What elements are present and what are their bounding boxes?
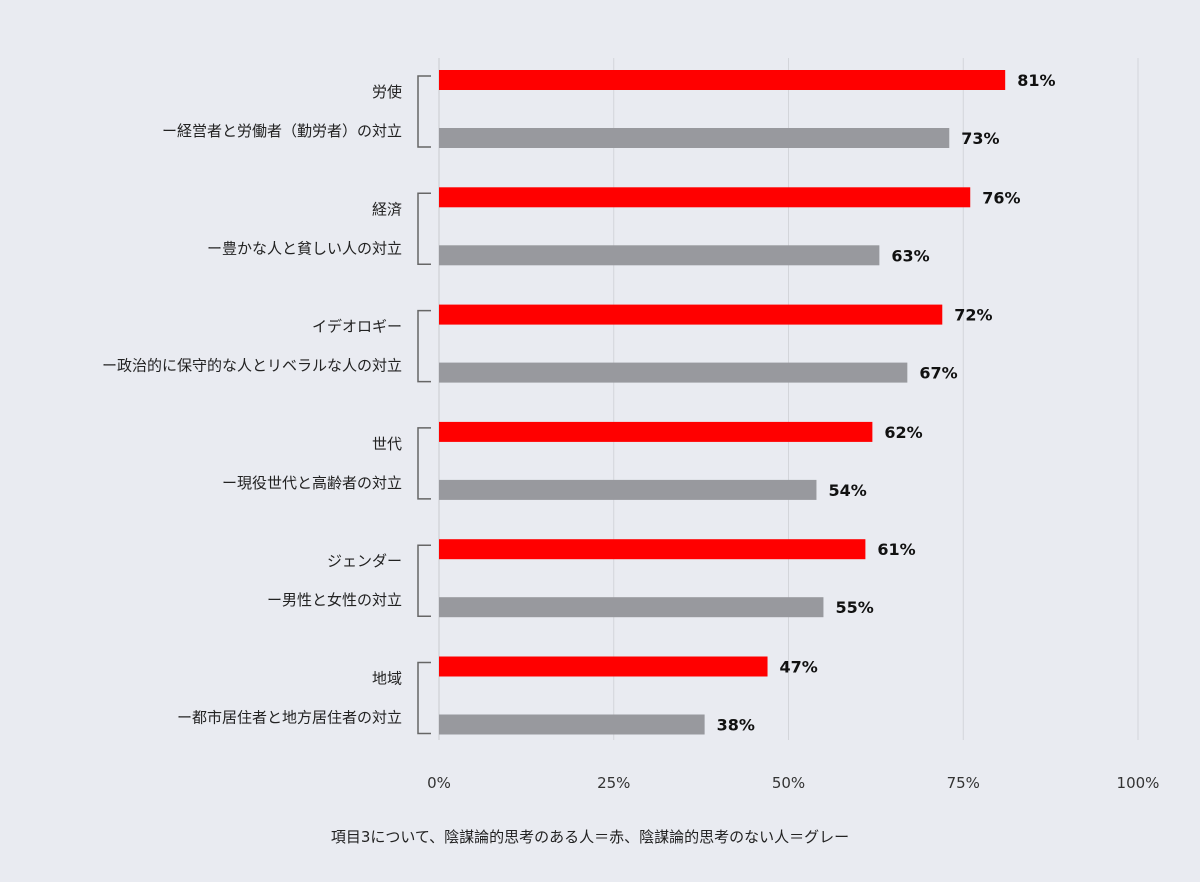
chart-caption: 項目3について、陰謀論的思考のある人＝赤、陰謀論的思考のない人＝グレー [330, 828, 850, 846]
red-bar [439, 187, 971, 208]
red-bar [439, 539, 866, 560]
data-label: 67% [919, 364, 957, 383]
gray-bar [439, 128, 950, 148]
data-label: 76% [982, 188, 1020, 207]
group-bracket [417, 427, 431, 500]
data-label: 73% [961, 129, 999, 148]
x-tick-label: 75% [947, 774, 980, 792]
category-title: 世代 [372, 435, 402, 453]
data-label: 55% [835, 598, 873, 617]
data-label: 54% [828, 481, 866, 500]
category-title: 地域 [372, 670, 402, 688]
gray-bar [439, 362, 908, 383]
red-bar [439, 421, 873, 442]
data-label: 38% [717, 716, 755, 735]
x-tick-label: 100% [1117, 774, 1160, 792]
data-label: 72% [954, 306, 992, 325]
red-bar [439, 304, 943, 325]
red-bar [439, 70, 1006, 90]
gray-bar [439, 597, 824, 618]
gray-bar [439, 479, 817, 500]
group-bracket [417, 544, 431, 617]
data-label: 81% [1017, 71, 1055, 90]
category-title: 労使 [372, 83, 402, 101]
category-subtitle: ー現役世代と高齢者の対立 [222, 474, 402, 492]
category-subtitle: ー都市居住者と地方居住者の対立 [177, 709, 402, 727]
gray-bar [439, 714, 705, 735]
group-bracket [417, 192, 431, 266]
group-bracket [417, 75, 431, 148]
data-label: 63% [891, 246, 929, 265]
category-subtitle: ー経営者と労働者（勤労者）の対立 [162, 122, 402, 140]
category-title: ジェンダー [327, 552, 402, 570]
x-tick-label: 0% [427, 774, 451, 792]
group-bracket [417, 309, 431, 383]
category-title: 経済 [372, 200, 402, 218]
category-subtitle: ー男性と女性の対立 [267, 591, 402, 609]
data-label: 61% [877, 540, 915, 559]
group-bracket [417, 661, 431, 735]
data-label: 62% [884, 423, 922, 442]
category-subtitle: ー豊かな人と貧しい人の対立 [207, 239, 402, 257]
category-title: イデオロギー [312, 318, 402, 336]
data-label: 47% [780, 658, 818, 677]
x-tick-label: 25% [597, 774, 630, 792]
red-bar [439, 656, 768, 677]
gray-bar [439, 245, 880, 266]
category-subtitle: ー政治的に保守的な人とリベラルな人の対立 [102, 357, 402, 375]
x-tick-label: 50% [772, 774, 805, 792]
